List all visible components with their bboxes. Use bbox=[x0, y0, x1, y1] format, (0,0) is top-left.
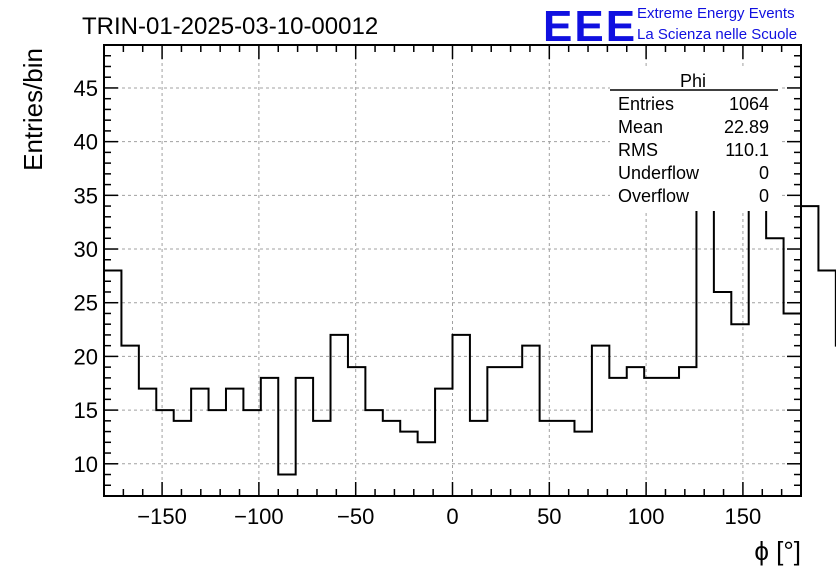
y-tick-label: 25 bbox=[74, 291, 98, 316]
stats-value: 0 bbox=[759, 163, 769, 183]
y-tick-label: 10 bbox=[74, 452, 98, 477]
y-tick-label: 45 bbox=[74, 76, 98, 101]
histogram-line bbox=[104, 183, 836, 476]
x-tick-label: 50 bbox=[537, 504, 561, 529]
org-name: Extreme Energy Events bbox=[637, 5, 795, 22]
stats-box-background bbox=[610, 68, 780, 211]
x-tick-label: 150 bbox=[725, 504, 762, 529]
y-tick-label: 40 bbox=[74, 130, 98, 155]
stats-rows: Entries 1064 Mean 22.89 RMS 110.1 Underflow 0 Ov… bbox=[618, 94, 769, 206]
x-tick-label: −150 bbox=[137, 504, 187, 529]
stats-value: 1064 bbox=[729, 94, 769, 114]
org-tagline: La Scienza nelle Scuole bbox=[637, 26, 797, 43]
y-axis-label: Entries/bin bbox=[18, 48, 48, 171]
x-axis-label: ϕ [°] bbox=[754, 536, 801, 566]
y-tick-label: 20 bbox=[74, 344, 98, 369]
x-tick-label: −100 bbox=[234, 504, 284, 529]
stats-label: RMS bbox=[618, 140, 658, 160]
stats-value: 0 bbox=[759, 186, 769, 206]
run-title: TRIN-01-2025-03-10-00012 bbox=[82, 13, 378, 40]
stats-value: 22.89 bbox=[724, 117, 769, 137]
y-tick-label: 15 bbox=[74, 398, 98, 423]
y-tick-label: 35 bbox=[74, 183, 98, 208]
stats-title: Phi bbox=[680, 71, 706, 91]
x-tick-label: 0 bbox=[446, 504, 458, 529]
stats-value: 110.1 bbox=[725, 140, 769, 160]
stats-label: Entries bbox=[618, 94, 674, 114]
stats-box: Phi Entries 1064 Mean 22.89 RMS 110.1 Underflo… bbox=[610, 68, 780, 211]
stats-label: Mean bbox=[618, 117, 663, 137]
y-tick-label: 30 bbox=[74, 237, 98, 262]
histogram-series bbox=[104, 183, 836, 476]
stats-label: Underflow bbox=[618, 163, 700, 183]
x-tick-label: −50 bbox=[337, 504, 374, 529]
eee-logo: EEE bbox=[543, 2, 637, 51]
axis-ticks: 10 15 20 25 30 35 40 45 −150 −100 −50 0 50 100 150 bbox=[74, 45, 802, 529]
x-tick-label: 100 bbox=[628, 504, 665, 529]
stats-label: Overflow bbox=[618, 186, 690, 206]
